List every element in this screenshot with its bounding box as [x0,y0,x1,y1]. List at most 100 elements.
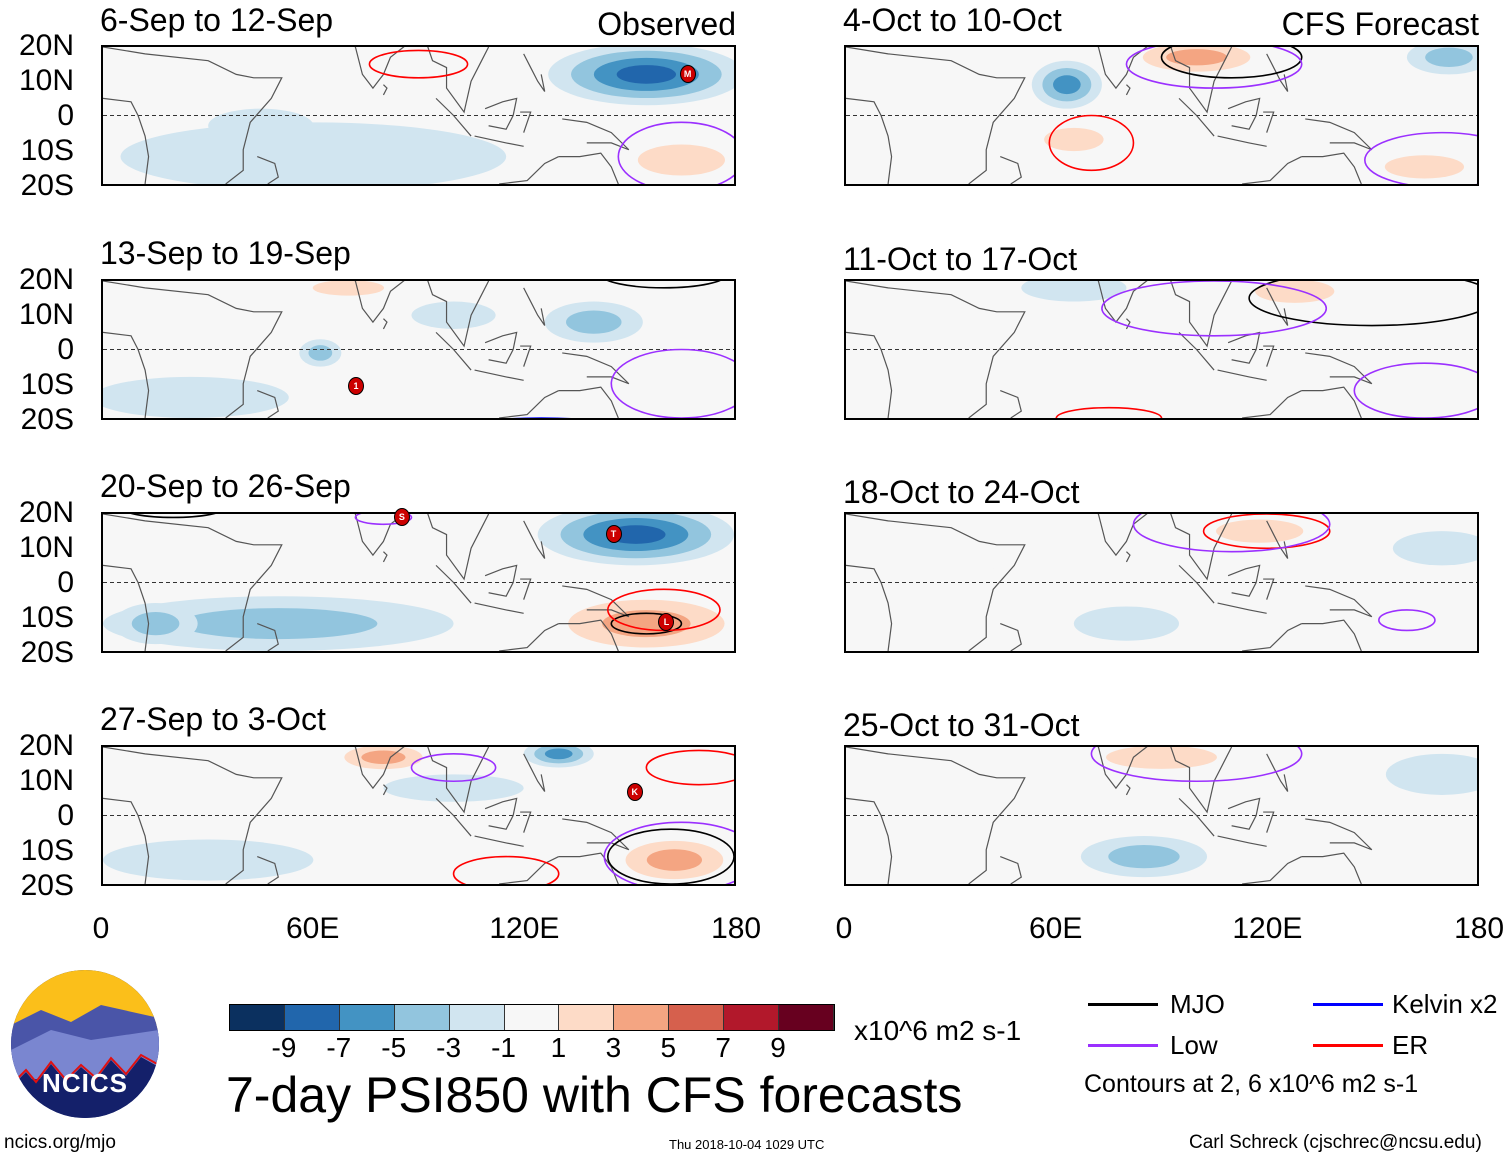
coastline [257,157,278,184]
coastline [436,332,471,370]
coastline [1084,514,1231,579]
tropical-cyclone-marker: T [605,525,622,544]
panel-title: 27-Sep to 3-Oct [100,701,326,737]
tropical-cyclone-marker: L [658,613,675,632]
lat-tick-label: 0 [57,799,74,832]
contour-low [411,754,495,781]
colorbar-label: 5 [660,1032,677,1063]
anomaly-shading [1044,127,1104,152]
map-panel [101,745,736,886]
legend-er: ER [1392,1030,1429,1060]
coastline [1242,857,1302,884]
figure-title: 7-day PSI850 with CFS forecasts [226,1067,963,1123]
coastline [1228,98,1260,129]
footer-url[interactable]: ncics.org/mjo [4,1132,116,1153]
lat-tick-label: 20S [20,636,74,669]
lon-tick-label: 60E [1028,912,1083,945]
coastline [1302,153,1362,184]
contour-low [1126,47,1301,88]
coastline [846,565,892,651]
panel-title: 11-Oct to 17-Oct [843,241,1078,277]
coastline [846,798,892,884]
anomaly-shading [646,849,703,871]
lat-tick-label: 10S [20,601,74,634]
anomaly-shading [411,301,496,329]
lat-tick-label: 20N [18,729,74,762]
coastline [257,391,278,418]
coastline [1228,565,1260,596]
coastline [520,112,531,133]
anomaly-shading [1056,349,1141,377]
coastline [1218,603,1267,613]
lat-tick-label: 10S [20,134,74,167]
map-panel [101,279,736,420]
coastline [103,47,282,184]
anomaly-shading [1073,606,1180,641]
coastline [1263,812,1274,833]
contour-mjo [1249,281,1477,326]
coastline [436,798,471,836]
coastline [1126,85,1130,95]
anomaly-shading [1384,155,1465,179]
anomaly-shading [1319,825,1477,874]
coastline [1000,624,1021,651]
contour-mjo [601,281,727,288]
anomaly-shading [1216,519,1304,543]
coastline [499,391,559,418]
legend-line-er [1313,1044,1383,1047]
anomaly-shading [530,815,657,850]
coastline [475,603,524,613]
coastline [475,836,524,846]
coastline [846,332,892,418]
coastline [1242,157,1302,184]
lon-tick-label: 120E [489,912,560,945]
coastline [1302,387,1362,418]
coastline [524,288,545,326]
legend-kelvin: Kelvin x2 [1392,989,1498,1019]
coastline [103,747,282,884]
anomaly-shading [602,610,691,638]
colorbar-swatch [504,1005,560,1030]
map-panel [844,45,1479,186]
coastline [485,565,517,596]
anomaly-shading [103,839,314,881]
legend-line-kelvin [1313,1003,1383,1006]
coastline [1179,332,1214,370]
colorbar-label: -9 [271,1032,297,1063]
logo-text: NCICS [42,1068,128,1098]
map-panel [101,512,736,653]
coastline [524,521,545,559]
anomaly-shading [1385,753,1477,795]
anomaly-shading [986,544,1197,580]
contour-low [355,514,411,524]
anomaly-shading [846,606,1074,648]
coastline [1267,54,1288,92]
lat-tick-label: 10S [20,368,74,401]
coastline [846,747,1025,884]
panel-title: 4-Oct to 10-Oct [843,2,1062,38]
anomaly-shading [1312,373,1467,408]
anomaly-shading [138,50,209,78]
coastline [475,136,524,146]
coastline [1305,819,1372,850]
panel-tag: Observed [597,6,736,42]
panel-title: 6-Sep to 12-Sep [100,2,334,38]
anomaly-shading [383,774,524,802]
coastline [1218,136,1267,146]
legend-line-low [1088,1044,1158,1047]
lon-tick-label: 0 [92,912,110,945]
contour-er [646,750,734,784]
coastline [103,98,149,184]
coastline [103,565,149,651]
coastline [1218,370,1267,380]
lon-tick-label: 120E [1232,912,1303,945]
anomaly-shading [179,608,378,640]
coastline [1228,332,1260,363]
lat-tick-label: 20S [20,403,74,436]
coastline [1179,565,1214,603]
colorbar-swatch [724,1005,780,1030]
anomaly-shading [1166,49,1227,66]
coastline [103,798,149,884]
lon-tick-label: 180 [1454,912,1505,945]
contour-mjo [121,514,226,517]
